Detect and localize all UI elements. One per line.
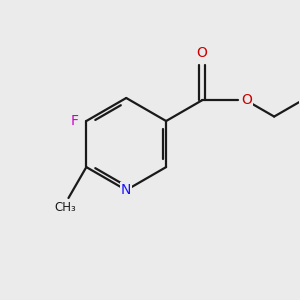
Text: CH₃: CH₃ bbox=[55, 201, 76, 214]
Text: N: N bbox=[121, 183, 131, 197]
Text: F: F bbox=[71, 114, 79, 128]
Text: O: O bbox=[197, 46, 208, 60]
Text: O: O bbox=[242, 93, 253, 107]
